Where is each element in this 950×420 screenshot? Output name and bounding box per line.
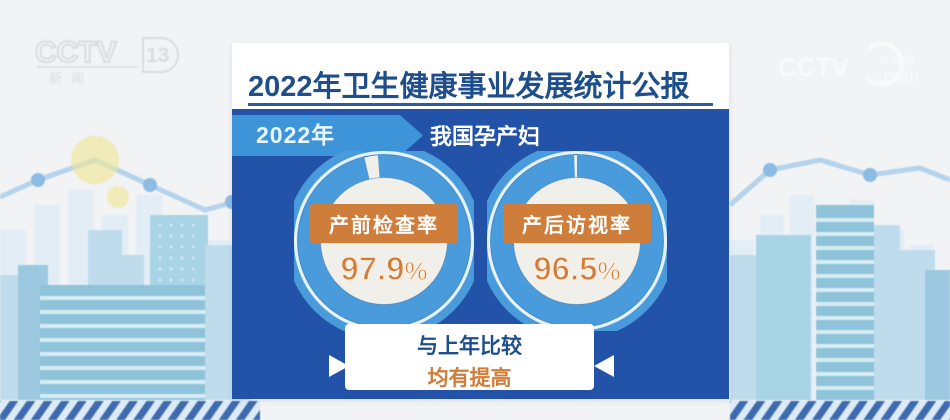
svg-text:央视网: 央视网 [878,53,917,67]
svg-text:CCTV: CCTV [35,36,117,69]
svg-text:新闻: 新闻 [49,71,93,86]
svg-text:13: 13 [146,44,169,67]
svg-text:.com: .com [878,66,919,87]
svg-text:2022年: 2022年 [256,122,335,148]
svg-text:CCTV: CCTV [778,52,849,82]
